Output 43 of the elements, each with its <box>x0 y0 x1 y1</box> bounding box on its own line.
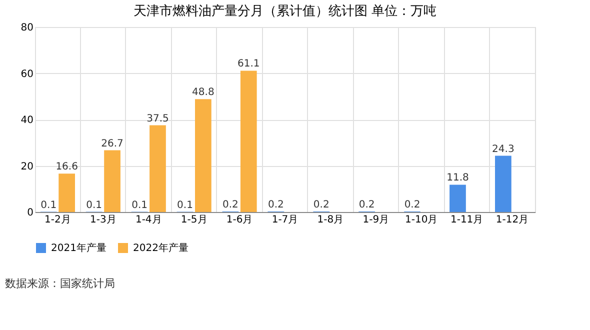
x-tick-label: 1-3月 <box>90 214 116 226</box>
x-tick-label: 1-8月 <box>317 214 344 226</box>
x-tick-label: 1-6月 <box>226 214 253 226</box>
x-tick-label: 1-4月 <box>135 214 162 226</box>
data-label: 0.1 <box>40 200 57 211</box>
bar <box>150 125 166 212</box>
y-tick-label: 80 <box>20 22 34 34</box>
data-label: 48.8 <box>192 87 214 98</box>
bar <box>58 174 75 212</box>
data-label: 0.2 <box>222 200 238 211</box>
data-label: 0.2 <box>404 200 420 211</box>
data-label: 0.1 <box>177 200 193 211</box>
data-label: 11.8 <box>446 172 469 184</box>
y-tick-label: 0 <box>27 208 34 218</box>
bar <box>495 156 512 212</box>
y-tick-label: 60 <box>20 68 34 80</box>
bar <box>450 184 466 212</box>
legend-label: 2022年产量 <box>133 242 188 254</box>
x-tick-label: 1-2月 <box>44 214 71 226</box>
bar <box>104 150 120 212</box>
x-tick-label: 1-12月 <box>496 214 529 226</box>
data-label: 26.7 <box>101 138 124 150</box>
x-tick-label: 1-11月 <box>450 214 484 226</box>
data-label: 37.5 <box>146 113 169 124</box>
data-label: 0.1 <box>132 200 148 211</box>
bar <box>195 99 212 212</box>
y-tick-label: 20 <box>20 161 34 172</box>
chart-title: 天津市燃料油产量分月（累计值）统计图 单位：万吨 <box>133 4 437 19</box>
data-label: 0.2 <box>313 200 330 211</box>
y-tick-label: 40 <box>20 115 34 126</box>
x-tick-label: 1-5月 <box>180 214 208 226</box>
data-label: 0.2 <box>358 200 375 211</box>
data-label: 0.1 <box>86 200 102 211</box>
source-note: 数据来源：国家统计局 <box>5 277 115 290</box>
x-tick-label: 1-9月 <box>362 214 390 226</box>
data-label: 24.3 <box>492 144 514 155</box>
legend-label: 2021年产量 <box>51 242 106 254</box>
x-tick-label: 1-7月 <box>272 214 298 226</box>
data-label: 61.1 <box>238 58 260 70</box>
data-label: 16.6 <box>56 162 78 173</box>
data-label: 0.2 <box>268 200 284 211</box>
bar <box>240 70 257 212</box>
x-tick-label: 1-10月 <box>405 214 438 226</box>
